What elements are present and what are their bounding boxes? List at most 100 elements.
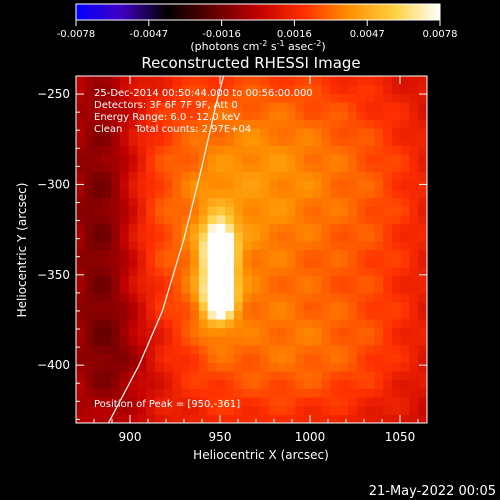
heatmap-cell <box>84 310 95 320</box>
heatmap-cell <box>93 370 103 381</box>
heatmap-cell <box>312 171 323 181</box>
heatmap-cell <box>277 318 288 329</box>
heatmap-cell <box>154 119 165 129</box>
heatmap-cell <box>409 310 419 320</box>
colorbar-tick-label: -0.0016 <box>202 29 241 40</box>
heatmap-cell <box>128 232 139 242</box>
heatmap-cell <box>356 206 367 216</box>
heatmap-cell <box>251 327 261 337</box>
colorbar-tick-label: -0.0047 <box>129 29 168 40</box>
heatmap-cell <box>128 180 139 190</box>
heatmap-cell <box>84 388 95 398</box>
heatmap-cell <box>269 379 279 389</box>
heatmap-cell <box>119 344 130 355</box>
heatmap-cell <box>409 206 419 216</box>
heatmap-cell <box>111 119 121 129</box>
heatmap-cell <box>190 301 200 311</box>
heatmap-cell <box>146 275 156 285</box>
heatmap-cell <box>365 258 375 268</box>
heatmap-cell <box>277 396 288 407</box>
heatmap-cell <box>207 414 217 423</box>
heatmap-cell <box>321 197 332 207</box>
heatmap-cell <box>391 102 402 112</box>
heatmap-cell <box>348 136 358 146</box>
heatmap-cell <box>128 301 139 311</box>
heatmap-cell <box>251 214 261 225</box>
heatmap-cell <box>172 119 182 129</box>
heatmap-cell <box>356 388 367 398</box>
heatmap-cell <box>383 379 393 389</box>
heatmap-cell <box>163 110 174 120</box>
heatmap-cell <box>269 396 279 407</box>
heatmap-cell <box>216 240 226 251</box>
heatmap-cell <box>269 102 279 112</box>
heatmap-cell <box>312 119 323 129</box>
heatmap-cell <box>312 197 323 207</box>
heatmap-cell <box>321 266 332 277</box>
heatmap-cell <box>330 232 340 242</box>
heatmap-cell <box>154 188 165 199</box>
heatmap-cell <box>172 223 182 233</box>
heatmap-cell <box>391 370 402 381</box>
heatmap-cell <box>356 214 367 225</box>
heatmap-cell <box>163 154 174 164</box>
heatmap-cell <box>233 188 244 199</box>
heatmap-cell <box>277 370 288 381</box>
heatmap-cell <box>163 301 174 311</box>
heatmap-cell <box>400 275 411 285</box>
heatmap-cell <box>356 240 367 251</box>
heatmap-cell <box>312 336 323 346</box>
heatmap-cell <box>146 162 156 173</box>
heatmap-cell <box>233 223 244 233</box>
heatmap-cell <box>242 162 253 173</box>
heatmap-cell <box>330 214 340 225</box>
heatmap-cell <box>400 136 411 146</box>
heatmap-cell <box>286 362 296 372</box>
heatmap-cell <box>391 405 402 415</box>
heatmap-cell <box>269 162 279 173</box>
heatmap-cell <box>207 154 217 164</box>
heatmap-cell <box>181 344 191 355</box>
heatmap-cell <box>251 275 261 285</box>
heatmap-cell <box>356 110 367 120</box>
heatmap-cell <box>365 188 375 199</box>
heatmap-cell <box>128 353 139 363</box>
heatmap-cell <box>339 336 349 346</box>
heatmap-cell <box>242 240 253 251</box>
heatmap-cell <box>348 206 358 216</box>
heatmap-cell <box>225 145 235 155</box>
heatmap-cell <box>260 344 270 355</box>
info-block: 25-Dec-2014 00:50:44.000 to 00:56:00.000… <box>94 88 313 135</box>
heatmap-cell <box>251 414 261 423</box>
heatmap-cell <box>216 171 226 181</box>
heatmap-cell <box>260 327 270 337</box>
heatmap-cell <box>190 162 200 173</box>
heatmap-cell <box>321 128 332 138</box>
heatmap-cell <box>242 232 253 242</box>
heatmap-cell <box>198 240 209 251</box>
heatmap-cell <box>163 84 174 94</box>
heatmap-cell <box>163 128 174 138</box>
heatmap-cell <box>172 232 182 242</box>
heatmap-cell <box>190 180 200 190</box>
heatmap-cell <box>102 292 112 303</box>
heatmap-cell <box>365 414 375 423</box>
heatmap-cell <box>242 136 253 146</box>
heatmap-cell <box>216 405 226 415</box>
heatmap-cell <box>146 171 156 181</box>
heatmap-cell <box>365 180 375 190</box>
heatmap-cell <box>321 344 332 355</box>
heatmap-cell <box>269 414 279 423</box>
heatmap-cell <box>242 370 253 381</box>
heatmap-cell <box>330 84 340 94</box>
heatmap-cell <box>277 240 288 251</box>
heatmap-cell <box>304 344 314 355</box>
heatmap-cell <box>242 301 253 311</box>
heatmap-cell <box>163 414 174 423</box>
heatmap-cell <box>391 93 402 103</box>
heatmap-cell <box>102 171 112 181</box>
heatmap-cell <box>286 414 296 423</box>
heatmap-cell <box>119 414 130 423</box>
heatmap-cell <box>84 414 95 423</box>
heatmap-cell <box>137 232 147 242</box>
